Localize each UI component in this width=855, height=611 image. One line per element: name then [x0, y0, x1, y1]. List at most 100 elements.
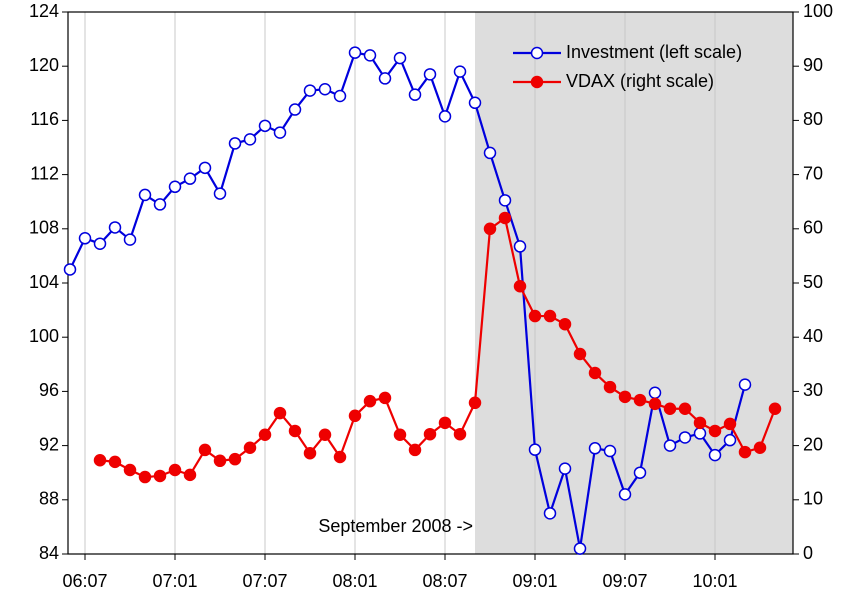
data-point [318, 82, 332, 96]
y2-tick-label: 70 [803, 163, 823, 183]
data-point [633, 393, 647, 407]
x-tick-label: 07:07 [242, 571, 287, 591]
data-point [153, 198, 167, 211]
y2-tick-label: 90 [803, 55, 823, 75]
data-point [648, 397, 662, 411]
data-point [393, 428, 407, 442]
data-point [288, 103, 302, 116]
x-tick-label: 08:01 [332, 571, 377, 591]
data-point [213, 187, 227, 200]
y-tick-label: 88 [39, 489, 59, 509]
data-point [108, 221, 122, 234]
y2-tick-label: 0 [803, 543, 813, 563]
series-line [69, 51, 747, 549]
data-point [633, 466, 647, 479]
data-point [468, 96, 482, 110]
y-tick-label: 84 [39, 543, 59, 563]
data-point [648, 386, 662, 400]
data-point [183, 468, 197, 482]
data-point [693, 416, 707, 430]
x-tick-label: 07:01 [152, 571, 197, 591]
data-point [228, 452, 242, 466]
x-tick-label: 08:07 [422, 571, 467, 591]
data-point [78, 232, 92, 245]
data-point [678, 402, 692, 415]
data-point [438, 110, 452, 123]
data-point [723, 417, 737, 431]
y-tick-label: 108 [29, 218, 59, 238]
data-point [768, 402, 782, 415]
data-point [378, 391, 392, 405]
data-point [378, 72, 392, 85]
data-point [663, 439, 677, 452]
data-point [153, 469, 167, 483]
data-point [738, 378, 752, 391]
x-tick-label: 09:01 [512, 571, 557, 591]
series-line [99, 216, 777, 479]
data-point [138, 188, 152, 202]
data-point [318, 428, 332, 442]
y2-tick-label: 80 [803, 109, 823, 129]
data-point [303, 84, 317, 97]
data-point [618, 488, 632, 501]
data-point [753, 441, 767, 455]
y-tick-label: 112 [30, 163, 59, 183]
data-point [708, 424, 722, 438]
y2-tick-label: 30 [803, 380, 823, 400]
legend-marker [530, 75, 544, 89]
data-point [483, 146, 497, 160]
data-point [243, 441, 257, 455]
y-tick-label: 92 [39, 434, 59, 454]
data-point [573, 542, 587, 555]
data-point [558, 317, 572, 331]
data-point [513, 280, 527, 293]
data-point [723, 433, 737, 447]
data-point [663, 402, 677, 415]
data-point [423, 427, 437, 441]
data-point [543, 309, 557, 323]
y2-tick-label: 40 [803, 326, 823, 346]
data-point [423, 68, 437, 81]
data-point [393, 51, 407, 65]
legend-marker [530, 46, 544, 60]
data-point [228, 137, 242, 150]
data-point [408, 88, 422, 101]
y2-tick-label: 100 [803, 1, 833, 21]
data-point [498, 211, 512, 225]
data-point [543, 507, 557, 520]
data-point [108, 455, 122, 469]
data-point [138, 470, 152, 484]
data-point [558, 462, 572, 475]
annotation: September 2008 -> [318, 516, 473, 536]
data-point [453, 427, 467, 441]
data-point [453, 65, 467, 78]
x-tick-label: 06:07 [62, 571, 107, 591]
legend-label: VDAX (right scale) [566, 71, 714, 91]
data-point [588, 366, 602, 380]
data-point [258, 119, 272, 133]
data-point [528, 443, 542, 456]
data-point [513, 240, 527, 253]
x-tick-label: 10:01 [692, 571, 737, 591]
data-point [123, 463, 137, 477]
data-point [273, 126, 287, 139]
data-point [93, 237, 107, 250]
data-point [348, 409, 362, 423]
data-point [168, 180, 182, 194]
data-point [603, 380, 617, 394]
data-point [123, 233, 137, 246]
data-point [213, 454, 227, 468]
data-point [483, 222, 497, 236]
data-point [498, 194, 512, 207]
data-point [243, 133, 257, 146]
data-point [693, 427, 707, 440]
y-tick-label: 104 [29, 272, 59, 292]
data-point [198, 161, 212, 175]
data-point [528, 309, 542, 323]
y-tick-label: 116 [30, 109, 59, 129]
data-point [288, 424, 302, 438]
data-point [303, 446, 317, 460]
data-point [603, 444, 617, 458]
data-point [408, 443, 422, 457]
